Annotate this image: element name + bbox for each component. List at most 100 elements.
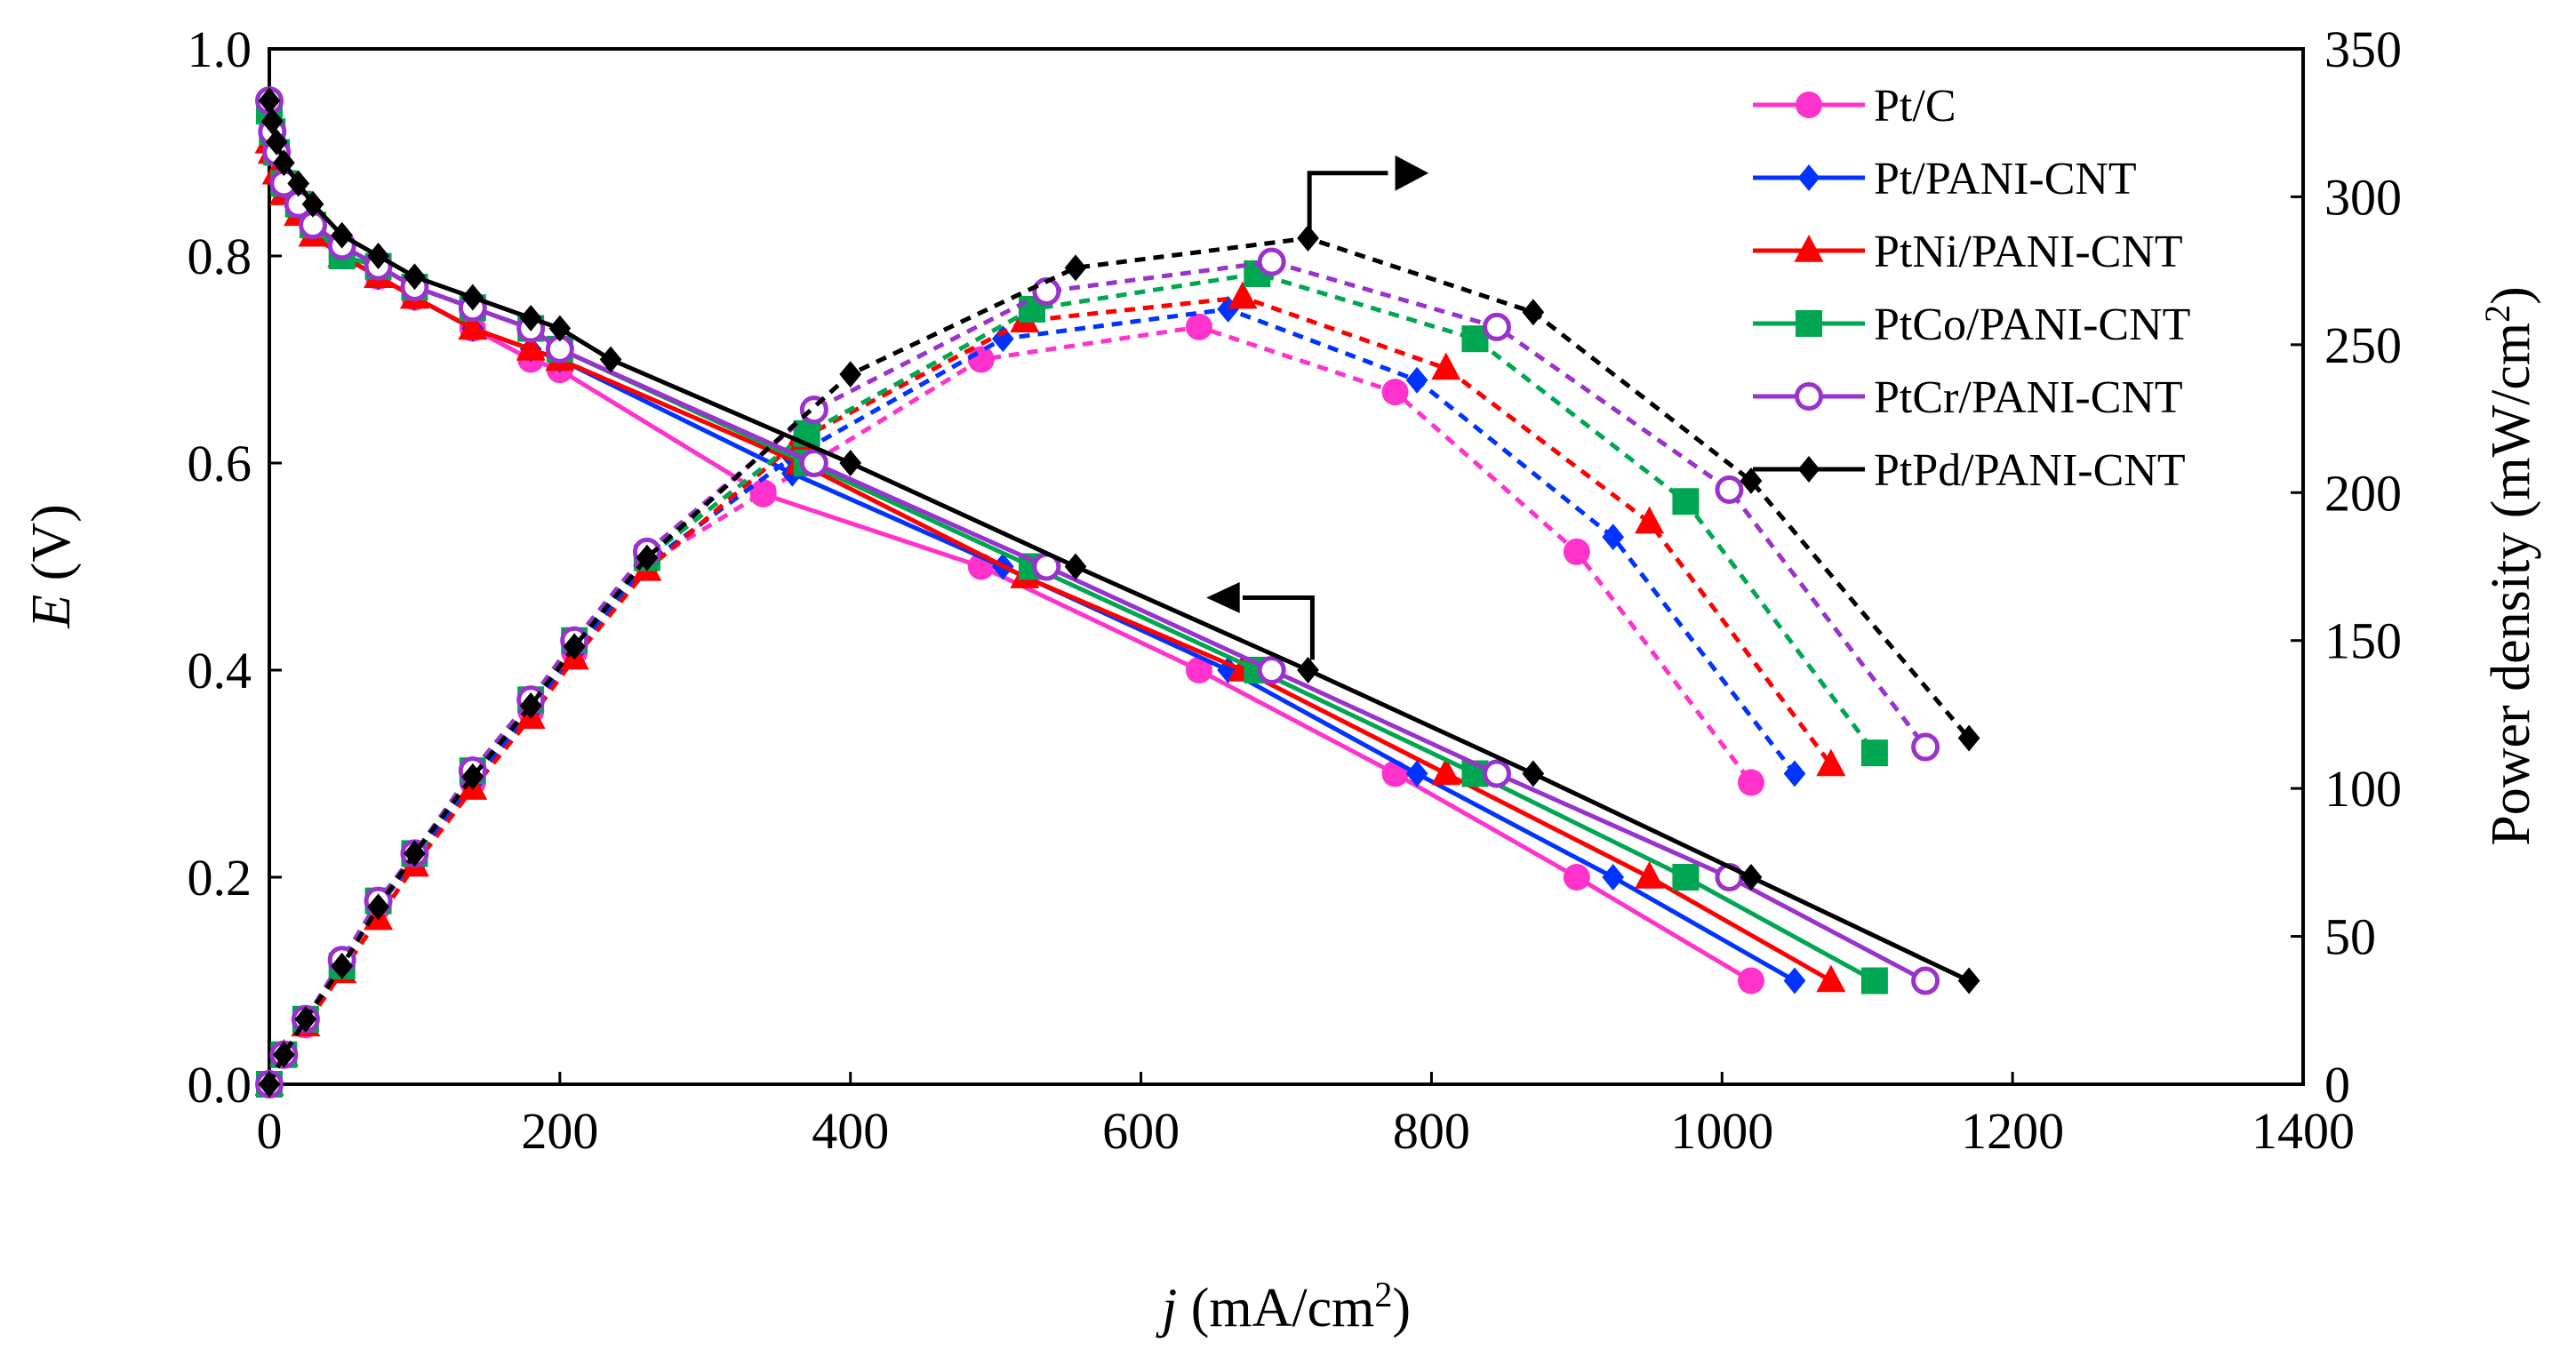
left-y-tick-label: 0.6 bbox=[188, 435, 252, 492]
axes: 0 200 400 600 800 1000 1200 14000.00.20.40.60.8… bbox=[188, 20, 2403, 1160]
right-y-tick-label: 100 bbox=[2324, 760, 2402, 818]
power-point-pt-c bbox=[749, 479, 777, 507]
polarization-point-ptpd-pani-cnt bbox=[1522, 760, 1545, 787]
polarization-point-ptco-pani-cnt bbox=[1860, 967, 1888, 995]
polarization-point-ptni-pani-cnt bbox=[1816, 964, 1846, 993]
legend-label-ptcr-pani-cnt: PtCr/PANI-CNT bbox=[1874, 372, 2183, 423]
x-tick-label: 400 bbox=[812, 1102, 889, 1160]
right-y-tick-label: 50 bbox=[2324, 908, 2376, 966]
left-y-axis-variable: E bbox=[21, 595, 82, 629]
left-y-axis-title: E (V) bbox=[21, 504, 82, 628]
right-y-axis-sup: 2 bbox=[2477, 305, 2517, 323]
power-point-ptpd-pani-cnt bbox=[1064, 254, 1087, 282]
left-y-tick-label: 0.4 bbox=[188, 642, 252, 699]
polarization-point-ptpd-pani-cnt bbox=[404, 263, 426, 291]
right-y-axis-close: ) bbox=[2481, 286, 2541, 305]
legend-label-pt-pani-cnt: Pt/PANI-CNT bbox=[1874, 154, 2137, 204]
legend-label-ptco-pani-cnt: PtCo/PANI-CNT bbox=[1874, 300, 2190, 350]
polarization-point-ptpd-pani-cnt bbox=[461, 284, 484, 311]
polarization-point-ptpd-pani-cnt bbox=[287, 170, 310, 197]
power-point-pt-c bbox=[1737, 769, 1764, 796]
x-tick-label: 600 bbox=[1102, 1102, 1180, 1160]
legend-marker-ptpd-pani-cnt bbox=[1797, 456, 1820, 483]
x-tick-label: 1200 bbox=[1961, 1102, 2064, 1160]
left-y-tick-label: 0.8 bbox=[188, 228, 252, 285]
legend-marker-pt-pani-cnt bbox=[1797, 164, 1820, 191]
polarization-point-ptpd-pani-cnt bbox=[1297, 657, 1319, 683]
polarization-point-ptpd-pani-cnt bbox=[519, 304, 542, 332]
x-axis-unit: (mA/cm bbox=[1177, 1278, 1374, 1338]
polarization-point-ptpd-pani-cnt bbox=[548, 315, 572, 342]
power-line-ptcr-pani-cnt bbox=[267, 260, 1928, 1086]
x-axis-unit-sup: 2 bbox=[1374, 1274, 1392, 1314]
polarization-point-ptcr-pani-cnt bbox=[1911, 966, 1940, 995]
polarization-point-ptcr-pani-cnt bbox=[1482, 759, 1511, 788]
power-point-ptcr-pani-cnt bbox=[1257, 247, 1286, 276]
polarization-point-pt-pani-cnt bbox=[1405, 760, 1428, 787]
right-y-tick-label: 200 bbox=[2324, 464, 2402, 522]
polarization-point-pt-c bbox=[1563, 864, 1590, 891]
polarization-point-ptpd-pani-cnt bbox=[265, 128, 288, 156]
polarization-point-ptpd-pani-cnt bbox=[258, 87, 281, 115]
legend-label-ptpd-pani-cnt: PtPd/PANI-CNT bbox=[1874, 445, 2186, 496]
x-axis-unit-close: ) bbox=[1392, 1278, 1411, 1338]
legend-marker-ptco-pani-cnt bbox=[1796, 310, 1822, 337]
right-y-axis-text: Power density (mW/cm bbox=[2481, 323, 2541, 846]
power-point-ptpd-pani-cnt bbox=[636, 544, 659, 571]
arrow-right-power-head bbox=[1395, 155, 1429, 191]
polarization-point-ptcr-pani-cnt bbox=[1257, 656, 1286, 684]
polarization-point-ptni-pani-cnt bbox=[1635, 861, 1665, 889]
arrow-left-potential-axis bbox=[1242, 595, 1315, 660]
polarization-point-ptpd-pani-cnt bbox=[260, 108, 284, 135]
polarization-point-ptco-pani-cnt bbox=[1672, 864, 1700, 891]
polarization-point-pt-pani-cnt bbox=[1602, 864, 1625, 891]
power-line-ptni-pani-cnt bbox=[267, 295, 1833, 1086]
power-line-pt-pani-cnt bbox=[267, 307, 1796, 1086]
x-tick-label: 1000 bbox=[1670, 1102, 1773, 1160]
power-point-ptpd-pani-cnt bbox=[258, 1071, 281, 1098]
polarization-point-ptni-pani-cnt bbox=[1431, 757, 1461, 786]
power-point-pt-c bbox=[1381, 379, 1409, 406]
power-point-ptpd-pani-cnt bbox=[367, 893, 389, 921]
x-tick-label: 1400 bbox=[2252, 1102, 2355, 1160]
right-y-tick-label: 300 bbox=[2324, 168, 2402, 226]
polarization-point-pt-c bbox=[1737, 967, 1764, 995]
legend-label-ptni-pani-cnt: PtNi/PANI-CNT bbox=[1874, 227, 2183, 277]
left-y-axis-unit: (V) bbox=[21, 504, 82, 595]
power-point-ptpd-pani-cnt bbox=[331, 952, 354, 979]
polarization-point-ptpd-pani-cnt bbox=[839, 450, 862, 476]
power-point-ptni-pani-cnt bbox=[1228, 281, 1258, 309]
right-y-tick-label: 350 bbox=[2324, 20, 2402, 78]
legend: Pt/C Pt/PANI-CNT PtNi/PANI-CNT PtCo/PANI-CN… bbox=[1753, 81, 2190, 496]
power-point-ptpd-pani-cnt bbox=[1740, 467, 1763, 494]
power-point-pt-pani-cnt bbox=[1783, 760, 1806, 787]
power-point-pt-pani-cnt bbox=[1405, 366, 1428, 394]
power-point-pt-pani-cnt bbox=[1602, 523, 1625, 551]
power-point-pt-pani-cnt bbox=[991, 325, 1014, 353]
x-tick-label: 0 bbox=[257, 1102, 283, 1160]
power-point-ptco-pani-cnt bbox=[1860, 739, 1888, 767]
annotation-layer bbox=[1206, 155, 1429, 660]
x-axis-title: j (mA/cm2) bbox=[1156, 1274, 1411, 1339]
series-layer bbox=[254, 86, 1980, 1098]
series-ptpd-pani-cnt bbox=[258, 87, 1980, 1098]
power-point-ptpd-pani-cnt bbox=[519, 691, 542, 719]
legend-marker-pt-c bbox=[1796, 92, 1822, 118]
polarization-point-ptni-pani-cnt bbox=[516, 332, 546, 361]
polarization-point-ptpd-pani-cnt bbox=[1740, 864, 1763, 891]
polarization-point-ptpd-pani-cnt bbox=[272, 149, 295, 177]
power-point-ptpd-pani-cnt bbox=[1297, 225, 1319, 252]
polarization-point-ptpd-pani-cnt bbox=[301, 190, 324, 218]
power-point-ptpd-pani-cnt bbox=[461, 763, 484, 790]
x-tick-label: 800 bbox=[1393, 1102, 1470, 1160]
polarization-point-pt-pani-cnt bbox=[1783, 967, 1806, 995]
power-point-ptcr-pani-cnt bbox=[1911, 732, 1940, 762]
power-point-ptni-pani-cnt bbox=[1431, 352, 1461, 380]
power-point-ptco-pani-cnt bbox=[1672, 488, 1700, 515]
power-point-ptpd-pani-cnt bbox=[272, 1041, 295, 1068]
power-point-ptpd-pani-cnt bbox=[294, 1005, 317, 1033]
polarization-point-ptpd-pani-cnt bbox=[331, 221, 354, 249]
polarization-point-ptcr-pani-cnt bbox=[799, 449, 828, 477]
power-point-ptni-pani-cnt bbox=[1816, 748, 1846, 777]
